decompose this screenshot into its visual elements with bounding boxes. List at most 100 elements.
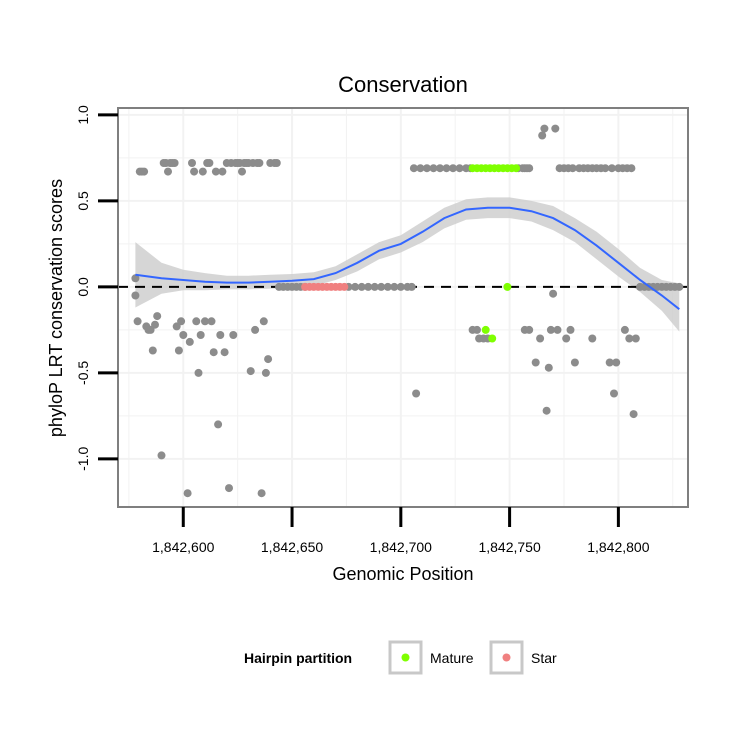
data-point-other [188, 159, 196, 167]
x-axis: 1,842,600 1,842,650 1,842,700 1,842,750 1,84… [152, 507, 650, 555]
data-point-other [675, 282, 684, 291]
data-point-mature [512, 164, 521, 173]
data-point-other [605, 358, 614, 367]
data-point-other [370, 282, 379, 291]
data-point-other [185, 337, 194, 346]
data-point-other [157, 451, 166, 460]
y-tick-label: -1.0 [75, 447, 91, 471]
data-point-other [416, 164, 425, 173]
x-tick-label: 1,842,800 [587, 539, 649, 555]
legend-title: Hairpin partition [244, 650, 352, 666]
data-point-other [377, 282, 386, 291]
legend-key-mature [401, 653, 410, 662]
plot-panel [117, 107, 689, 508]
smooth-line [135, 206, 680, 310]
data-point-other [607, 164, 616, 173]
data-point-other [229, 331, 238, 339]
legend-key-box [489, 640, 524, 675]
data-point-other [412, 389, 421, 398]
data-point-other [409, 164, 418, 173]
data-point-other [546, 325, 555, 334]
data-point-other [174, 346, 183, 355]
data-point-other [264, 355, 273, 364]
data-point-other [194, 368, 203, 377]
data-point-other [568, 164, 577, 173]
data-point-other [257, 489, 266, 498]
y-tick-label: 0.0 [75, 277, 91, 297]
data-point-other [588, 334, 597, 343]
series-mature [468, 164, 521, 343]
data-point-other [131, 274, 140, 283]
data-point-other [201, 317, 209, 326]
legend-item-mature: Mature [388, 640, 474, 675]
data-point-other [220, 348, 229, 357]
data-point-other [570, 358, 579, 367]
chart-title: Conservation [338, 72, 468, 97]
data-point-other [131, 291, 140, 300]
data-point-other [390, 282, 399, 291]
data-point-other [542, 406, 551, 415]
data-point-other [153, 312, 162, 321]
data-point-other [251, 325, 260, 334]
points-layer [131, 124, 684, 498]
y-tick-label: 1.0 [75, 105, 91, 125]
legend-key-box [388, 640, 423, 675]
data-point-other [566, 325, 575, 334]
data-point-other [473, 325, 481, 334]
data-point-star [340, 282, 349, 291]
data-point-other [192, 317, 201, 326]
data-point-other [259, 317, 268, 326]
data-point-other [629, 410, 638, 419]
data-point-other [238, 167, 246, 176]
data-point-other [553, 325, 562, 334]
data-point-other [214, 420, 223, 429]
data-point-other [620, 325, 629, 334]
data-point-other [177, 317, 186, 326]
data-point-other [429, 164, 438, 173]
data-point-other [551, 124, 560, 133]
data-point-other [170, 159, 179, 167]
data-point-other [383, 282, 392, 291]
data-point-other [151, 320, 159, 329]
smooth-line-layer [135, 206, 680, 310]
data-point-other [183, 489, 192, 498]
data-point-other [601, 164, 610, 173]
legend-label-star: Star [531, 650, 557, 666]
data-point-other [351, 282, 360, 291]
data-point-other [255, 159, 264, 167]
data-point-other [364, 282, 373, 291]
data-point-other [631, 334, 640, 343]
data-point-mature [488, 334, 497, 343]
panel-background [118, 108, 688, 507]
data-point-other [525, 164, 534, 173]
data-point-mature [503, 282, 512, 291]
data-point-other [140, 167, 149, 176]
data-point-other [536, 334, 545, 343]
data-point-other [625, 334, 634, 343]
data-point-other [205, 159, 214, 167]
data-point-other [455, 164, 464, 173]
data-point-other [442, 164, 451, 173]
data-point-other [549, 289, 558, 298]
legend-item-star: Star [489, 640, 557, 675]
data-point-mature [481, 325, 490, 334]
data-point-other [562, 334, 571, 343]
data-point-other [449, 164, 457, 173]
data-point-other [261, 368, 270, 377]
data-point-other [396, 282, 405, 291]
data-point-other [216, 331, 225, 339]
x-tick-label: 1,842,600 [152, 539, 214, 555]
data-point-other [407, 282, 416, 291]
data-point-other [538, 131, 547, 140]
data-point-other [164, 167, 172, 176]
data-point-other [190, 167, 199, 176]
data-point-other [133, 317, 142, 326]
data-point-other [525, 325, 534, 334]
data-point-other [207, 317, 216, 326]
x-tick-label: 1,842,700 [370, 539, 432, 555]
data-point-other [196, 331, 205, 339]
data-point-other [179, 331, 188, 339]
data-point-other [198, 167, 207, 176]
y-axis: -1.0 -0.5 0.0 0.5 1.0 [75, 105, 118, 471]
